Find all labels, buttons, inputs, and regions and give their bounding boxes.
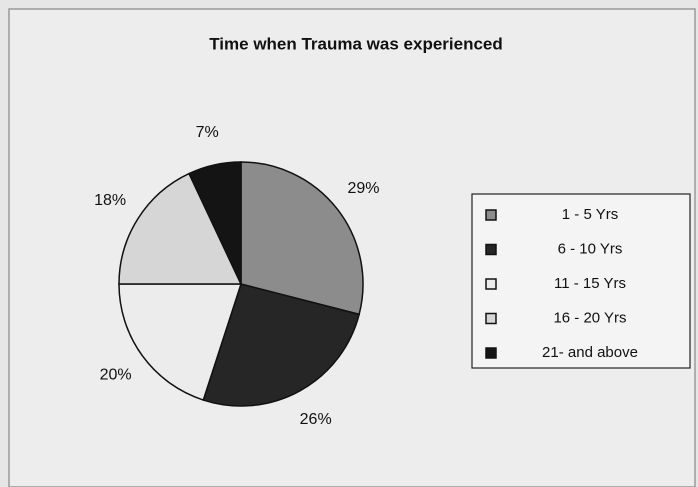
legend-swatch [485, 243, 497, 256]
legend-swatch [485, 312, 497, 325]
pie-slice [202, 283, 361, 407]
legend-label: 11 - 15 Yrs [554, 275, 626, 292]
legend-swatch [485, 209, 497, 221]
legend-box [471, 193, 691, 369]
chart-title: Time when Trauma was experienced [209, 34, 503, 53]
legend-swatch [485, 347, 497, 359]
pie-slice [240, 161, 364, 316]
legend-label: 21- and above [542, 344, 638, 361]
data-label: 29% [347, 180, 379, 197]
legend-label: 16 - 20 Yrs [553, 309, 626, 326]
pie-slice [118, 283, 243, 401]
data-label: 18% [94, 192, 126, 209]
legend-swatch [485, 278, 497, 290]
pie-slice [188, 161, 242, 285]
legend-label: 6 - 10 Yrs [558, 240, 623, 257]
legend-label: 1 - 5 Yrs [562, 206, 618, 223]
pie-slice [118, 172, 243, 285]
data-label: 20% [100, 366, 132, 383]
data-label: 7% [196, 124, 219, 141]
data-label: 26% [300, 411, 332, 428]
